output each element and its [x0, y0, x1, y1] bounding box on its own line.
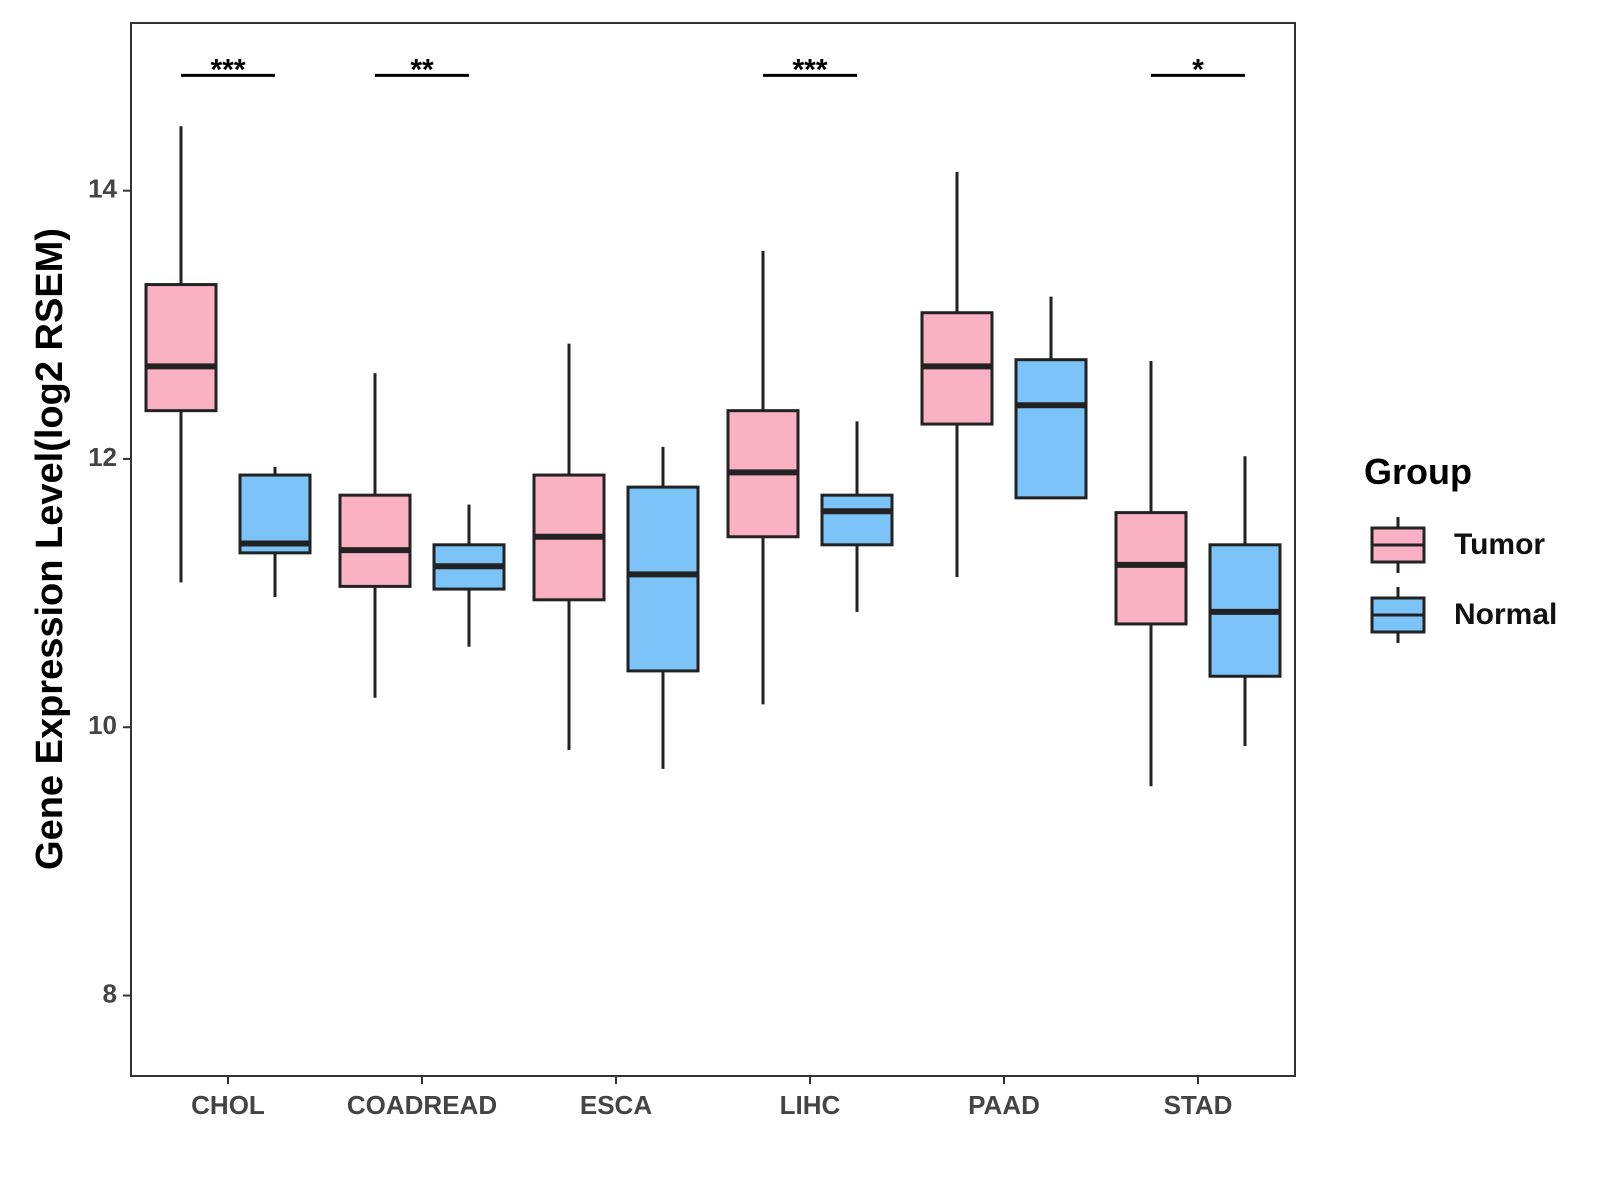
box-tumor-chol: [144, 126, 218, 583]
box-tumor-stad: [1114, 361, 1188, 787]
box-tumor-coadread: [338, 373, 412, 698]
legend-label: Normal: [1454, 598, 1557, 631]
x-tick-label: CHOL: [191, 1090, 265, 1120]
significance-label: *: [1192, 53, 1204, 86]
y-tick-label: 10: [88, 710, 117, 740]
y-tick-label: 14: [88, 174, 117, 204]
box-normal-esca: [626, 446, 700, 769]
significance-stad: *: [1151, 53, 1245, 86]
box-normal-coadread: [432, 504, 506, 647]
legend-keys: Tumor Normal: [1370, 517, 1557, 643]
panel-border: [130, 22, 1296, 1077]
iqr-box: [1014, 358, 1088, 500]
iqr-box: [238, 473, 312, 555]
box-normal-paad: [1014, 296, 1088, 500]
iqr-box: [1114, 511, 1188, 626]
box-normal-chol: [238, 467, 312, 598]
iqr-box: [626, 485, 700, 673]
iqr-box: [144, 283, 218, 413]
x-tick-label: ESCA: [580, 1090, 652, 1120]
significance-label: **: [410, 53, 434, 86]
x-tick-label: PAAD: [968, 1090, 1040, 1120]
significance-coadread: **: [375, 53, 469, 86]
box-tumor-esca: [532, 343, 606, 751]
significance-chol: ***: [181, 53, 275, 86]
x-tick-label: COADREAD: [347, 1090, 497, 1120]
significance-lihc: ***: [763, 53, 857, 86]
y-axis: 8 10 12 14: [88, 174, 131, 1008]
legend-item-normal: Normal: [1370, 587, 1557, 643]
x-tick-label: LIHC: [780, 1090, 841, 1120]
iqr-box: [820, 493, 894, 547]
legend: Group Tumor Normal: [1364, 451, 1557, 643]
box-normal-stad: [1208, 456, 1282, 747]
y-tick-label: 12: [88, 442, 117, 472]
x-tick-label: STAD: [1164, 1090, 1233, 1120]
significance-label: ***: [210, 53, 245, 86]
significance-label: ***: [792, 53, 827, 86]
series-tumor: [144, 126, 1188, 787]
box-tumor-lihc: [726, 251, 800, 705]
series-normal: [238, 296, 1282, 769]
iqr-box: [338, 493, 412, 588]
box-tumor-paad: [920, 171, 994, 577]
legend-label: Tumor: [1454, 528, 1545, 561]
plot-area: *** ** *** *: [144, 53, 1282, 787]
y-tick-label: 8: [103, 978, 117, 1008]
x-axis: CHOL COADREAD ESCA LIHC PAAD STAD: [191, 1076, 1232, 1120]
y-axis-title: Gene Expression Level(log2 RSEM): [29, 228, 71, 870]
box-normal-lihc: [820, 421, 894, 612]
legend-title: Group: [1364, 451, 1472, 492]
legend-item-tumor: Tumor: [1370, 517, 1545, 573]
